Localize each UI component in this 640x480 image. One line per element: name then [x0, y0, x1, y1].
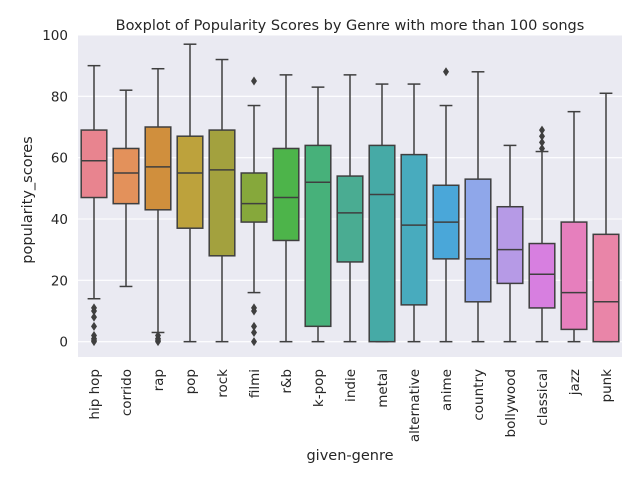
iqr-box — [368, 144, 396, 343]
outlier-point — [155, 337, 161, 347]
x-tick-label: corrido — [119, 369, 135, 416]
outlier-point — [91, 321, 97, 331]
iqr-box — [304, 144, 332, 328]
y-tick-labels: 0 20 40 60 80 100 — [42, 28, 68, 351]
outlier-point — [251, 76, 257, 86]
outlier-point — [251, 337, 257, 347]
iqr-box — [176, 135, 204, 229]
outlier-point — [251, 321, 257, 331]
box-rock — [208, 58, 236, 343]
y-tick-label: 60 — [51, 151, 68, 167]
outlier-point — [539, 143, 545, 153]
box-anime — [432, 67, 460, 343]
box-k-pop — [304, 86, 332, 343]
iqr-box — [240, 172, 268, 223]
boxes-layer — [80, 43, 620, 347]
y-tick-label: 100 — [42, 28, 68, 44]
box-filmi — [240, 76, 268, 347]
iqr-box — [272, 147, 300, 242]
x-tick-label: metal — [375, 369, 391, 408]
iqr-box — [560, 221, 588, 331]
iqr-box — [144, 126, 172, 211]
box-classical — [528, 125, 556, 343]
box-country — [464, 71, 492, 343]
outlier-point — [91, 337, 97, 347]
outlier-point — [539, 137, 545, 147]
outlier-point — [539, 125, 545, 135]
box-pop — [176, 43, 204, 343]
box-punk — [592, 92, 620, 343]
x-tick-label: bollywood — [503, 369, 519, 437]
x-tick-label: hip hop — [87, 369, 103, 420]
box-indie — [336, 74, 364, 343]
y-axis-label: popularity_scores — [20, 136, 36, 263]
y-tick-label: 80 — [51, 89, 68, 105]
y-tick-label: 40 — [51, 212, 68, 228]
box-r-b — [272, 74, 300, 343]
outlier-point — [539, 131, 545, 141]
x-tick-label: anime — [439, 369, 455, 411]
x-tick-label: indie — [343, 369, 359, 402]
outlier-point — [251, 327, 257, 337]
box-bollywood — [496, 144, 524, 343]
x-tick-label: pop — [183, 369, 199, 394]
box-jazz — [560, 110, 588, 343]
outlier-point — [443, 67, 449, 77]
x-tick-label: k-pop — [311, 369, 327, 407]
box-metal — [368, 83, 396, 343]
box-corrido — [112, 89, 140, 288]
x-axis-label: given-genre — [306, 448, 393, 464]
outlier-point — [91, 312, 97, 322]
iqr-box — [528, 242, 556, 309]
x-tick-label: alternative — [407, 369, 423, 442]
y-tick-label: 0 — [59, 335, 68, 351]
iqr-box — [336, 175, 364, 263]
iqr-box — [496, 205, 524, 285]
box-hip-hop — [80, 64, 108, 347]
iqr-box — [400, 153, 428, 306]
chart-title: Boxplot of Popularity Scores by Genre wi… — [116, 18, 585, 34]
iqr-box — [464, 178, 492, 303]
x-tick-label: country — [471, 369, 487, 421]
iqr-box — [208, 129, 236, 257]
x-tick-labels: hip hop corrido rap pop rock filmi r&b k-pop ind… — [87, 369, 615, 442]
x-tick-label: rap — [151, 369, 167, 391]
x-tick-label: punk — [599, 369, 615, 403]
outlier-point — [91, 306, 97, 316]
box-alternative — [400, 83, 428, 343]
iqr-box — [112, 147, 140, 205]
box-rap — [144, 67, 172, 347]
y-tick-label: 20 — [51, 273, 68, 289]
x-tick-label: filmi — [247, 369, 263, 398]
x-tick-label: jazz — [567, 369, 583, 396]
x-tick-label: classical — [535, 369, 551, 426]
x-tick-label: r&b — [279, 369, 295, 394]
x-tick-label: rock — [215, 369, 231, 398]
iqr-box — [80, 129, 108, 199]
outlier-point — [251, 306, 257, 316]
iqr-box — [592, 233, 620, 343]
